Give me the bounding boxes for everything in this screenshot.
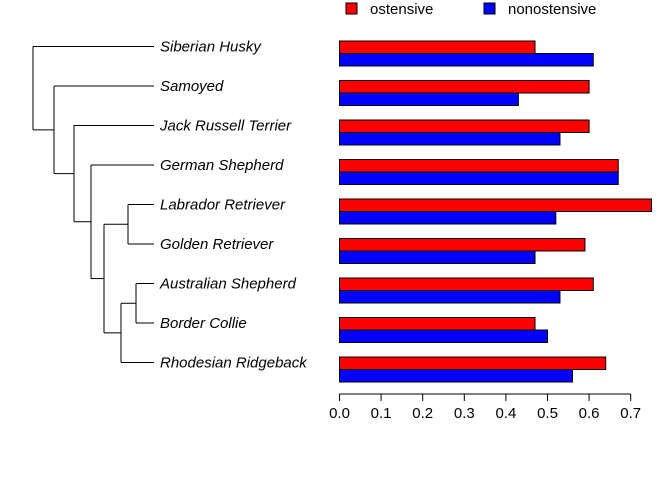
- taxon-label: Australian Shepherd: [159, 276, 297, 293]
- legend-label-nonostensive: nonostensive: [508, 1, 596, 18]
- x-tick-label: 0.4: [495, 405, 516, 422]
- x-tick-label: 0.2: [412, 405, 433, 422]
- bar-nonostensive-8: [339, 369, 573, 383]
- taxon-label: Rhodesian Ridgeback: [160, 355, 308, 372]
- bar-ostensive-8: [339, 356, 607, 370]
- bar-nonostensive-4: [339, 211, 557, 225]
- bar-nonostensive-7: [339, 329, 548, 343]
- bar-nonostensive-5: [339, 250, 536, 264]
- x-tick-label: 0.1: [371, 405, 392, 422]
- bar-ostensive-5: [339, 238, 586, 252]
- bar-ostensive-4: [339, 198, 652, 212]
- x-tick-label: 0.6: [579, 405, 600, 422]
- x-tick-label: 0.5: [537, 405, 558, 422]
- taxon-label: Border Collie: [160, 315, 247, 332]
- x-axis: 0.0 0.1 0.2 0.3 0.4 0.5 0.6 0.7: [329, 393, 641, 422]
- legend-label-ostensive: ostensive: [370, 1, 433, 18]
- bar-ostensive-7: [339, 317, 536, 331]
- taxon-label: German Shepherd: [160, 157, 284, 174]
- bar-nonostensive-3: [339, 171, 619, 185]
- taxon-label: Samoyed: [160, 78, 224, 95]
- bar-nonostensive-2: [339, 132, 561, 146]
- bar-ostensive-0: [339, 40, 536, 54]
- phylogenetic-tree: [32, 46, 154, 363]
- taxon-label: Siberian Husky: [160, 39, 262, 56]
- bar-ostensive-3: [339, 159, 619, 173]
- x-tick-label: 0.3: [454, 405, 475, 422]
- x-tick-label: 0.0: [329, 405, 350, 422]
- bar-nonostensive-0: [339, 53, 594, 67]
- bars: [339, 40, 652, 383]
- bar-ostensive-2: [339, 119, 590, 133]
- taxon-labels: Siberian Husky Samoyed Jack Russell Terrie…: [159, 39, 308, 372]
- legend: ostensive nonostensive: [345, 1, 596, 18]
- bar-ostensive-1: [339, 80, 590, 94]
- taxon-label: Labrador Retriever: [160, 197, 286, 214]
- taxon-label: Jack Russell Terrier: [159, 118, 292, 135]
- bar-ostensive-6: [339, 277, 594, 291]
- legend-swatch-nonostensive: [483, 2, 496, 15]
- bar-nonostensive-6: [339, 290, 561, 304]
- legend-swatch-ostensive: [345, 2, 358, 15]
- x-tick-label: 0.7: [620, 405, 641, 422]
- bar-nonostensive-1: [339, 92, 519, 106]
- taxon-label: Golden Retriever: [160, 236, 274, 253]
